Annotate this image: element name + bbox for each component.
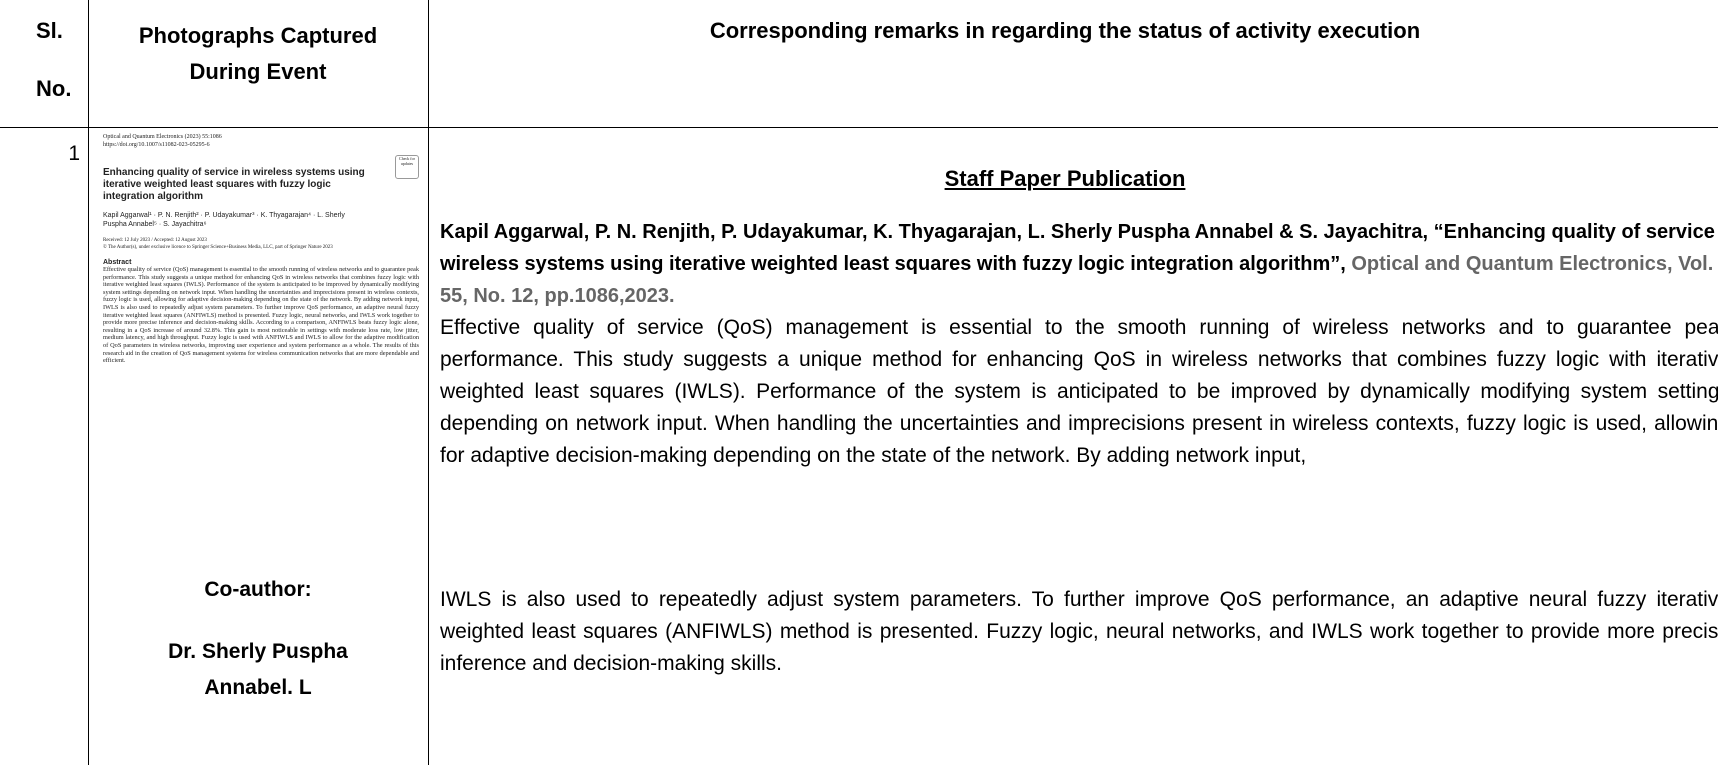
column-border [88, 0, 89, 765]
coauthor-name: Dr. Sherly Puspha Annabel. L [168, 640, 348, 699]
header-sl: Sl. [36, 18, 63, 43]
thumb-title: Enhancing quality of service in wireless… [103, 167, 365, 202]
column-border [428, 0, 429, 765]
header-photographs: Photographs Captured During Event [138, 23, 378, 84]
coauthor-label: Co-author: [204, 578, 312, 601]
row-number: 1 [68, 142, 80, 165]
paragraph: IWLS is also used to repeatedly adjust s… [440, 588, 1718, 675]
row-border [0, 127, 1718, 128]
header-no: No. [36, 76, 72, 101]
thumb-badge: Check for updates [395, 155, 419, 179]
thumb-authors: Kapil Aggarwal¹ · P. N. Renjith² · P. Ud… [103, 212, 345, 228]
thumb-abstract-heading: Abstract [103, 259, 132, 266]
paragraph: Effective quality of service (QoS) manag… [440, 316, 1718, 467]
thumb-received: Received: 12 July 2023 / Accepted: 12 Au… [103, 238, 207, 243]
thumb-doi: https://doi.org/10.1007/s11082-023-05295… [103, 142, 210, 148]
citation-title: “Enhancing quality of service in wireles… [440, 221, 1718, 275]
section-heading: Staff Paper Publication [944, 166, 1186, 191]
thumb-journal: Optical and Quantum Electronics (2023) 5… [103, 134, 222, 140]
citation-journal: Optical and Quantum Electronics, Vol. 55… [440, 253, 1714, 307]
thumb-abstract: Effective quality of service (QoS) manag… [103, 266, 419, 365]
citation-authors: Kapil Aggarwal, P. N. Renjith, P. Udayak… [440, 221, 1429, 243]
header-remarks: Corresponding remarks in regarding the s… [709, 18, 1421, 43]
paper-thumbnail: Optical and Quantum Electronics (2023) 5… [103, 133, 419, 447]
thumb-copyright: © The Author(s), under exclusive licence… [103, 245, 333, 250]
citation: Kapil Aggarwal, P. N. Renjith, P. Udayak… [440, 216, 1718, 312]
